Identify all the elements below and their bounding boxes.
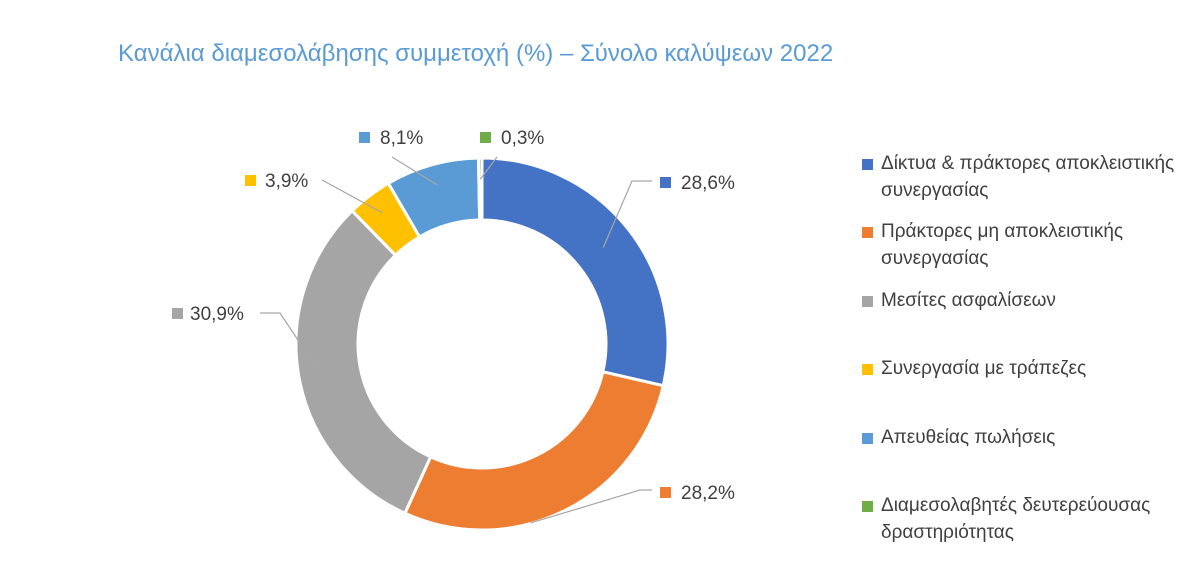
- legend-item-secondary-intermediaries: Διαμεσολαβητές δευτερεύουσας δραστηριότη…: [862, 492, 1193, 546]
- leader-line-brokers: [260, 312, 320, 373]
- slice-brokers: [294, 208, 433, 516]
- slice-non-exclusive-agents: [402, 370, 666, 532]
- legend-swatch: [862, 296, 873, 307]
- legend-swatch: [862, 433, 873, 444]
- slice-secondary-intermediaries: [476, 156, 484, 222]
- data-label-swatch-secondary-intermediaries: [480, 132, 491, 143]
- data-label-swatch-banks: [245, 175, 256, 186]
- legend-item-banks: Συνεργασία με τράπεζες: [862, 355, 1193, 382]
- legend-label: Συνεργασία με τράπεζες: [881, 358, 1087, 379]
- leader-line-exclusive-agents: [602, 180, 652, 248]
- data-label-swatch-brokers: [172, 308, 183, 319]
- legend-label: Δίκτυα & πράκτορες αποκλειστικής συνεργα…: [881, 153, 1175, 201]
- legend-swatch: [862, 501, 873, 512]
- data-label-banks: 3,9%: [265, 171, 308, 192]
- data-label-direct-sales: 8,1%: [380, 128, 423, 149]
- data-label-non-exclusive-agents: 28,2%: [681, 483, 735, 504]
- legend-item-brokers: Μεσίτες ασφαλίσεων: [862, 287, 1193, 314]
- legend-label: Απευθείας πωλήσεις: [881, 427, 1056, 448]
- data-label-brokers: 30,9%: [190, 304, 244, 325]
- legend-swatch: [862, 227, 873, 238]
- legend-swatch: [862, 364, 873, 375]
- leader-line-non-exclusive-agents: [530, 489, 652, 524]
- data-label-swatch-direct-sales: [359, 132, 370, 143]
- leader-lines: [260, 156, 652, 524]
- legend-label: Μεσίτες ασφαλίσεων: [881, 290, 1056, 311]
- leader-line-direct-sales: [391, 156, 438, 186]
- data-label-swatch-non-exclusive-agents: [660, 487, 671, 498]
- data-label-exclusive-agents: 28,6%: [681, 173, 735, 194]
- slices: [294, 156, 670, 532]
- legend-swatch: [862, 159, 873, 170]
- legend-item-direct-sales: Απευθείας πωλήσεις: [862, 424, 1193, 451]
- leader-line-secondary-intermediaries: [479, 156, 498, 180]
- slice-exclusive-agents: [480, 156, 670, 388]
- data-label-swatch-exclusive-agents: [660, 177, 671, 188]
- chart-title: Κανάλια διαμεσολάβησης συμμετοχή (%) – Σ…: [118, 40, 834, 67]
- leader-line-banks: [321, 179, 383, 214]
- legend-item-exclusive-agents: Δίκτυα & πράκτορες αποκλειστικής συνεργα…: [862, 150, 1193, 204]
- data-labels: 28,6% 28,2% 30,9% 3,9% 8,1% 0,3%: [172, 128, 735, 504]
- data-label-secondary-intermediaries: 0,3%: [501, 128, 544, 149]
- legend-label: Διαμεσολαβητές δευτερεύουσας δραστηριότη…: [881, 495, 1151, 543]
- legend-label: Πράκτορες μη αποκλειστικής συνεργασίας: [881, 221, 1124, 269]
- legend-item-non-exclusive-agents: Πράκτορες μη αποκλειστικής συνεργασίας: [862, 218, 1193, 272]
